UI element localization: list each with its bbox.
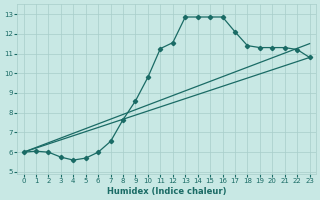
X-axis label: Humidex (Indice chaleur): Humidex (Indice chaleur) (107, 187, 226, 196)
